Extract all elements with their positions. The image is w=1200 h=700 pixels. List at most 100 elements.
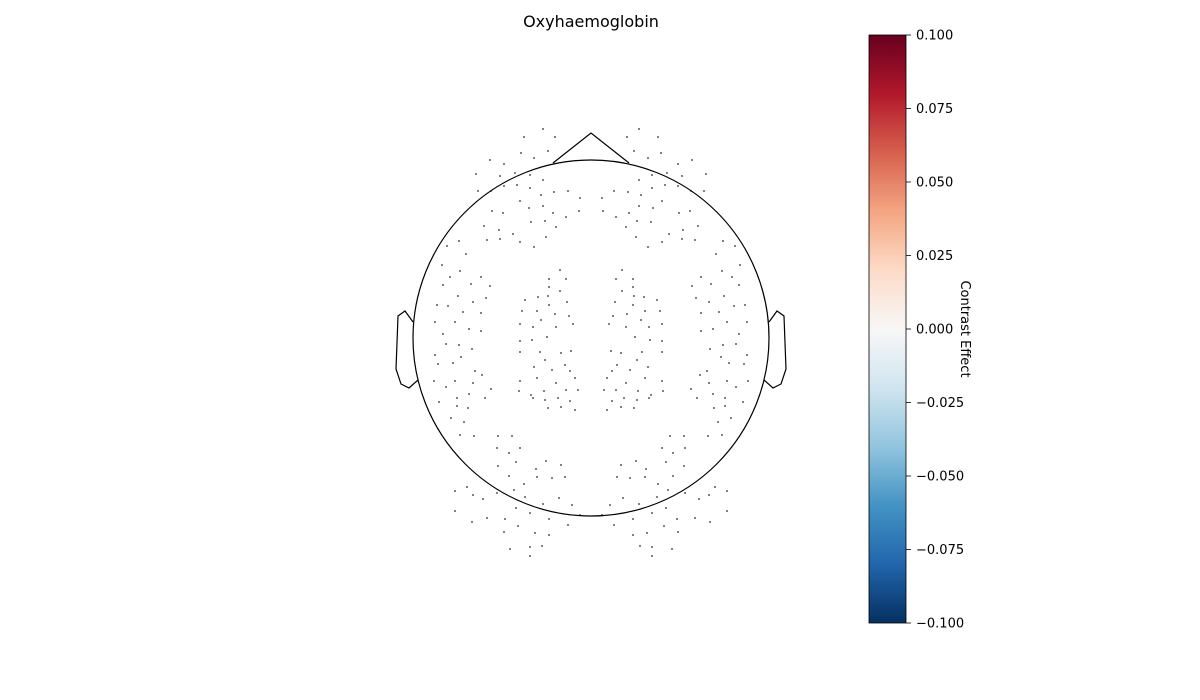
- sensor-marker: [668, 233, 670, 235]
- sensor-marker: [558, 497, 560, 499]
- sensor-marker: [627, 191, 629, 193]
- sensor-marker: [528, 207, 530, 209]
- sensor-marker: [665, 461, 667, 463]
- sensor-marker: [622, 497, 624, 499]
- sensor-marker: [548, 278, 550, 280]
- sensor-marker: [568, 315, 570, 317]
- sensor-marker: [731, 276, 733, 278]
- sensor-marker: [683, 435, 685, 437]
- sensor-marker: [548, 286, 550, 288]
- sensor-marker: [726, 321, 728, 323]
- colorbar: 0.100 0.075 0.050 0.025 0.000 −0.025 −0.050 −0.…: [868, 29, 972, 632]
- sensor-marker: [559, 269, 561, 271]
- sensor-marker: [523, 136, 525, 138]
- sensor-marker: [437, 363, 439, 365]
- sensor-marker: [456, 405, 458, 407]
- sensor-marker: [744, 304, 746, 306]
- head-outline: [395, 132, 787, 517]
- sensor-marker: [621, 290, 623, 292]
- sensor-marker: [615, 216, 617, 218]
- sensor-marker: [633, 407, 635, 409]
- sensor-marker: [717, 421, 719, 423]
- sensor-marker: [681, 238, 683, 240]
- sensor-marker: [489, 159, 491, 161]
- sensor-marker: [632, 304, 634, 306]
- sensor-marker: [718, 311, 720, 313]
- sensor-marker: [524, 299, 526, 301]
- sensor-marker: [574, 377, 576, 379]
- sensor-marker: [452, 362, 454, 364]
- sensor-marker: [643, 296, 645, 298]
- sensor-marker: [529, 546, 531, 548]
- sensor-marker: [690, 190, 692, 192]
- sensor-marker: [629, 369, 631, 371]
- sensor-marker: [697, 225, 699, 227]
- sensor-marker: [606, 377, 608, 379]
- sensor-marker: [726, 380, 728, 382]
- sensor-marker: [484, 397, 486, 399]
- sensor-marker: [434, 321, 436, 323]
- sensor-marker: [651, 187, 653, 189]
- sensor-marker: [544, 399, 546, 401]
- sensor-marker: [640, 319, 642, 321]
- sensor-marker: [480, 312, 482, 314]
- sensor-marker: [665, 507, 667, 509]
- sensor-marker: [518, 390, 520, 392]
- sensor-marker: [547, 295, 549, 297]
- sensor-marker: [640, 194, 642, 196]
- sensor-marker: [578, 210, 580, 212]
- sensor-marker: [696, 397, 698, 399]
- sensor-marker: [646, 532, 648, 534]
- colorbar-tick-label: −0.050: [916, 470, 964, 485]
- sensor-marker: [466, 486, 468, 488]
- sensor-marker: [620, 352, 622, 354]
- sensor-marker: [460, 356, 462, 358]
- sensor-marker: [644, 476, 646, 478]
- sensor-marker: [497, 465, 499, 467]
- sensor-marker: [650, 221, 652, 223]
- sensor-marker: [565, 278, 567, 280]
- sensor-marker: [446, 245, 448, 247]
- sensor-marker: [632, 278, 634, 280]
- sensor-marker: [726, 510, 728, 512]
- sensor-marker: [720, 356, 722, 358]
- sensor-marker: [625, 382, 627, 384]
- sensor-marker: [601, 197, 603, 199]
- sensor-marker: [614, 301, 616, 303]
- sensor-marker: [661, 351, 663, 353]
- sensor-marker: [602, 210, 604, 212]
- sensor-marker: [709, 348, 711, 350]
- sensor-marker: [689, 210, 691, 212]
- sensor-marker: [442, 284, 444, 286]
- sensor-marker: [661, 380, 663, 382]
- sensor-marker: [473, 435, 475, 437]
- sensor-marker: [474, 370, 476, 372]
- sensor-marker: [548, 534, 550, 536]
- sensor-marker: [739, 264, 741, 266]
- sensor-marker: [559, 290, 561, 292]
- sensor-marker: [669, 435, 671, 437]
- sensor-marker: [471, 348, 473, 350]
- sensor-marker: [497, 435, 499, 437]
- sensor-marker: [471, 521, 473, 523]
- sensor-marker: [459, 270, 461, 272]
- sensor-marker: [601, 514, 603, 516]
- sensor-marker: [616, 476, 618, 478]
- sensor-marker: [657, 136, 659, 138]
- sensor-marker: [540, 319, 542, 321]
- sensor-marker: [470, 283, 472, 285]
- sensor-marker: [490, 190, 492, 192]
- sensor-marker: [722, 344, 724, 346]
- sensor-marker: [512, 233, 514, 235]
- sensor-marker: [450, 417, 452, 419]
- sensor-marker: [545, 236, 547, 238]
- sensor-marker: [661, 323, 663, 325]
- sensor-marker: [544, 359, 546, 361]
- sensor-marker: [633, 295, 635, 297]
- sensor-marker: [546, 336, 548, 338]
- sensor-marker: [641, 351, 643, 353]
- sensor-marker: [534, 532, 536, 534]
- sensor-marker: [649, 339, 651, 341]
- sensor-marker: [659, 310, 661, 312]
